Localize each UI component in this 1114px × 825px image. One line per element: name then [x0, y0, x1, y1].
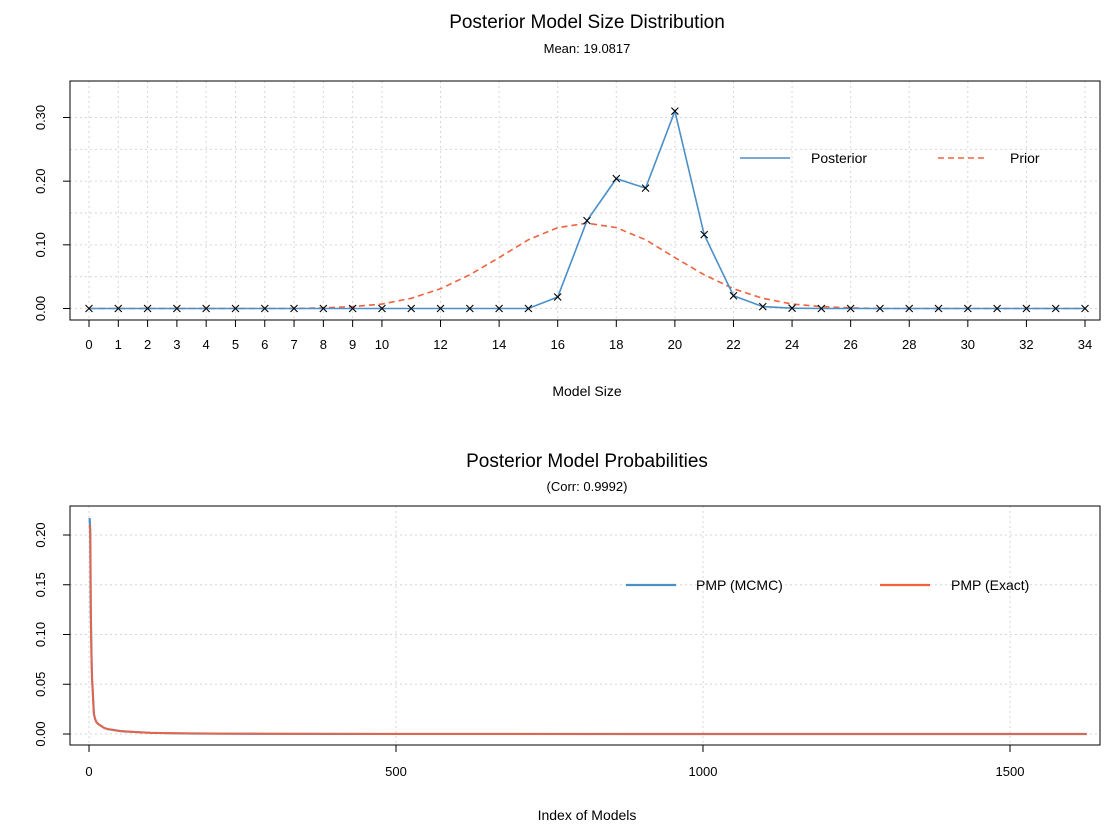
chart1-point-posterior [700, 230, 709, 239]
chart1-xtick-label: 10 [375, 337, 389, 352]
chart1-point-posterior [583, 216, 591, 225]
chart1-point-posterior [465, 304, 474, 313]
chart2-series-exact [88, 524, 1087, 735]
chart1-legend-posterior: Posterior [811, 150, 867, 166]
chart1-legend-prior: Prior [1010, 150, 1040, 166]
chart1-xtick-label: 26 [843, 337, 857, 352]
chart1-point-posterior [495, 304, 504, 313]
chart1-xtick-label: 9 [349, 337, 356, 352]
chart1-ytick-label: 0.20 [33, 169, 48, 194]
chart1-xtick-label: 20 [668, 337, 682, 352]
chart1-point-posterior [231, 304, 240, 313]
chart2-legend-mcmc: PMP (MCMC) [696, 577, 783, 593]
chart1-xtick-label: 8 [320, 337, 327, 352]
chart1-legend: Posterior Prior [740, 150, 1040, 166]
chart1-title: Posterior Model Size Distribution [449, 12, 725, 33]
chart1-point-posterior [1081, 304, 1089, 313]
chart1-point-posterior [524, 304, 533, 313]
chart1-xtick-label: 16 [550, 337, 564, 352]
chart1-subtitle: Mean: 19.0817 [544, 41, 631, 56]
chart1-plot-area: 0 1 2 3 4 5 6 7 8 9 10 12 14 16 18 20 22 24 26 28 30 32 340.00… [33, 80, 1101, 352]
chart2-ytick-label: 0.05 [33, 672, 48, 697]
chart1-xtick-label: 18 [609, 337, 623, 352]
chart2-xtick-label: 1500 [996, 764, 1025, 779]
chart1-point-posterior [612, 174, 621, 183]
chart1-xtick-label: 12 [433, 337, 447, 352]
chart2-plot-area: 0 500 1000 1500 0.00 0.05 0.10 0.15 0.20 PMP (MCM… [33, 505, 1101, 779]
chart1-xtick-label: 14 [492, 337, 506, 352]
chart2-subtitle: (Corr: 0.9992) [547, 479, 628, 494]
chart1-point-posterior [202, 304, 211, 313]
chart1-point-posterior [817, 304, 826, 313]
chart1-xtick-label: 30 [961, 337, 975, 352]
chart1-xtick-label: 22 [726, 337, 740, 352]
chart1-xtick-label: 28 [902, 337, 916, 352]
chart2-grid [70, 506, 1100, 745]
chart1-xtick-label: 6 [261, 337, 268, 352]
chart1-point-posterior [641, 184, 650, 193]
chart1-series-posterior [89, 108, 1085, 310]
chart1-point-posterior [407, 304, 416, 313]
chart1-xlabel: Model Size [552, 383, 621, 399]
chart1-point-posterior [348, 304, 357, 313]
chart1-ytick-label: 0.30 [33, 105, 48, 130]
chart2-ytick-label: 0.00 [33, 721, 48, 746]
chart1-xtick-label: 34 [1078, 337, 1092, 352]
chart2-frame [69, 505, 1101, 746]
chart1-point-posterior [963, 304, 972, 313]
chart1-point-posterior [114, 304, 123, 313]
chart1-frame [69, 80, 1101, 321]
chart1-point-posterior [758, 302, 767, 311]
chart1-xtick-label: 1 [115, 337, 122, 352]
chart1-point-posterior [876, 304, 884, 313]
chart2-xtick-label: 500 [385, 764, 407, 779]
chart1-xtick-label: 2 [144, 337, 151, 352]
chart1-point-posterior [788, 304, 796, 313]
chart1-point-posterior [172, 304, 181, 313]
chart2-ytick-label: 0.15 [33, 572, 48, 597]
chart1-xtick-label: 32 [1019, 337, 1033, 352]
chart1-ytick-label: 0.00 [33, 296, 48, 321]
chart1-point-posterior [993, 304, 1002, 313]
chart2-ytick-label: 0.20 [33, 522, 48, 547]
chart2-xtick-label: 1000 [689, 764, 718, 779]
chart1-point-posterior [378, 304, 386, 313]
chart1-ytick-label: 0.10 [33, 232, 48, 257]
chart1-point-posterior [553, 293, 562, 301]
chart1-point-posterior [1022, 304, 1031, 313]
chart1-point-posterior [143, 304, 152, 313]
chart1-point-posterior [436, 304, 445, 313]
chart1-grid [70, 81, 1100, 320]
chart1-xtick-label: 0 [85, 337, 92, 352]
chart1-point-posterior [1051, 304, 1060, 313]
chart2-series-mcmc [88, 518, 1087, 736]
chart1-point-posterior [729, 291, 738, 300]
chart1-xtick-label: 7 [290, 337, 297, 352]
chart2-ytick-label: 0.10 [33, 622, 48, 647]
chart1-point-posterior [85, 304, 93, 313]
chart1-point-posterior [905, 304, 914, 313]
chart1-xtick-label: 5 [232, 337, 239, 352]
chart1-point-posterior [670, 107, 679, 116]
chart2-legend: PMP (MCMC) PMP (Exact) [626, 577, 1029, 593]
chart1-xtick-label: 24 [785, 337, 799, 352]
chart2-title: Posterior Model Probabilities [466, 451, 708, 472]
chart1-point-posterior [846, 304, 855, 313]
chart2-legend-exact: PMP (Exact) [951, 577, 1029, 593]
chart2-xlabel: Index of Models [538, 807, 637, 823]
chart1-series-prior [89, 222, 1085, 310]
chart1-xtick-label: 4 [203, 337, 210, 352]
chart1-point-posterior [319, 304, 328, 313]
chart2-xtick-label: 0 [85, 764, 92, 779]
chart1-point-posterior [260, 304, 269, 313]
chart1-point-posterior [934, 304, 943, 313]
chart1-point-posterior [290, 304, 298, 313]
chart1-xtick-label: 3 [173, 337, 180, 352]
